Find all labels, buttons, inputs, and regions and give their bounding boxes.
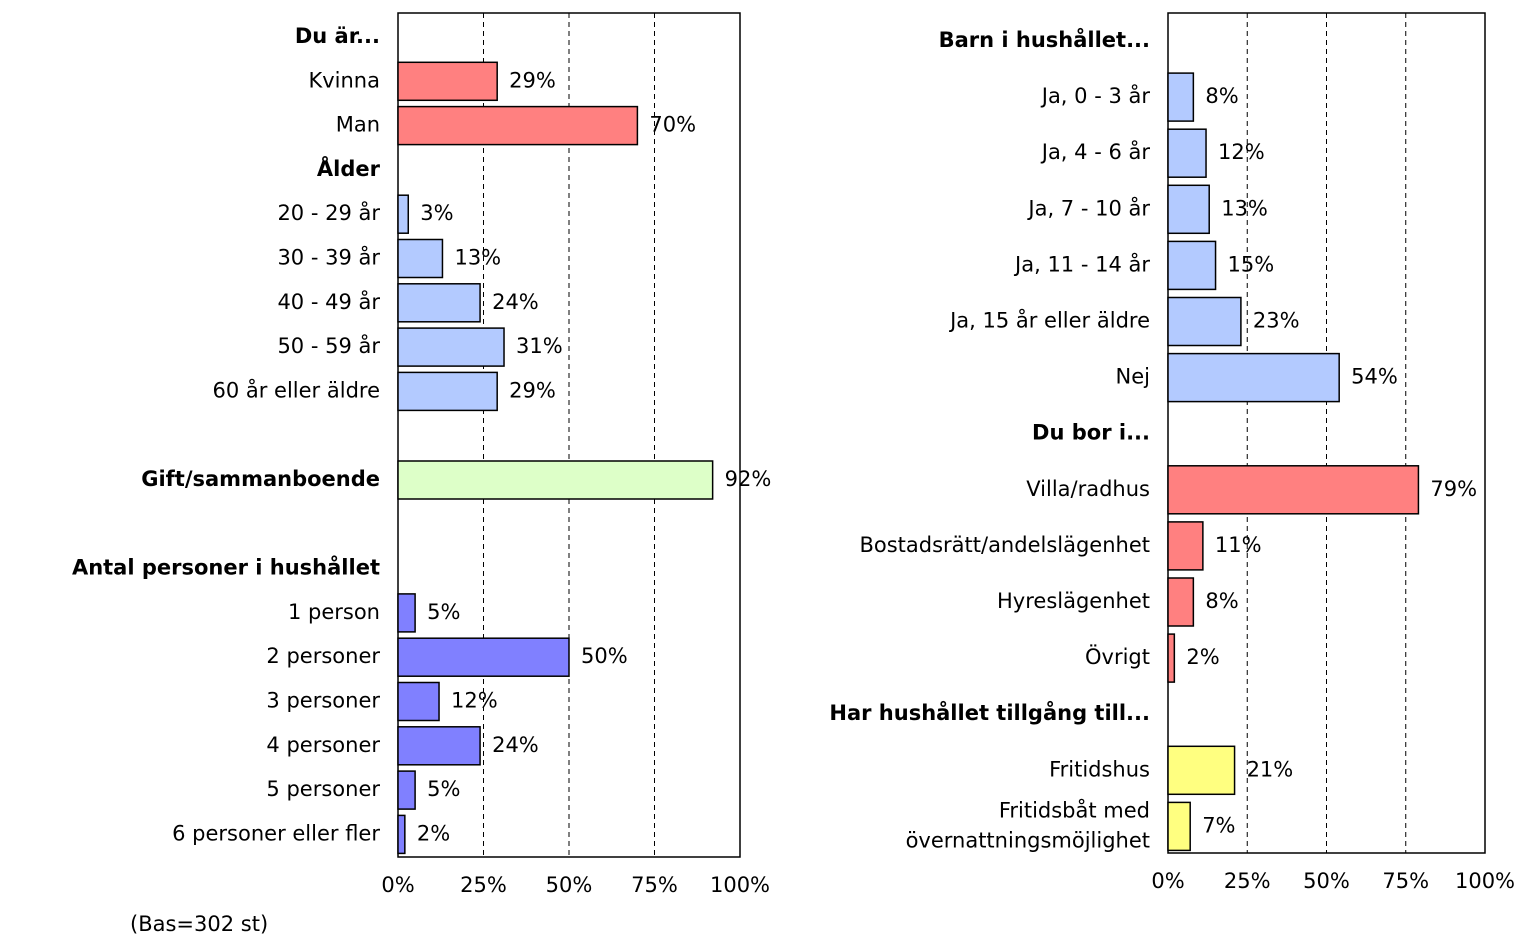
- bar: [397, 593, 416, 633]
- x-tick-label: 75%: [631, 873, 678, 897]
- bar: [1167, 465, 1420, 515]
- value-label: 7%: [1202, 813, 1235, 837]
- bar: [1167, 521, 1204, 571]
- group-title: Ålder: [317, 156, 381, 181]
- value-label: 13%: [1221, 196, 1268, 220]
- x-tick-label: 0%: [1151, 869, 1184, 893]
- category-label: Bostadsrätt/andelslägenhet: [859, 533, 1150, 557]
- bar: [397, 814, 406, 855]
- value-label: 2%: [417, 821, 450, 845]
- category-label: Nej: [1116, 365, 1150, 389]
- value-label: 11%: [1215, 533, 1262, 557]
- category-label: 5 personer: [266, 777, 380, 801]
- category-label: Ja, 11 - 14 år: [1013, 251, 1150, 276]
- category-label: 30 - 39 år: [277, 245, 380, 270]
- bar: [1167, 801, 1191, 852]
- bar: [397, 681, 440, 722]
- category-label: Villa/radhus: [1026, 477, 1150, 501]
- value-label: 29%: [509, 68, 556, 92]
- value-label: 12%: [451, 689, 498, 713]
- value-label: 2%: [1186, 645, 1219, 669]
- bar: [1167, 240, 1217, 291]
- bar: [1167, 72, 1195, 122]
- value-label: 13%: [454, 246, 501, 270]
- category-label: Ja, 4 - 6 år: [1040, 139, 1151, 164]
- x-tick-label: 50%: [1303, 869, 1350, 893]
- bar: [1167, 633, 1176, 683]
- group-title: Du bor i...: [1032, 421, 1150, 445]
- x-tick-label: 50%: [546, 873, 593, 897]
- footnote: (Bas=302 st): [130, 912, 268, 936]
- value-label: 5%: [427, 777, 460, 801]
- value-label: 5%: [427, 600, 460, 624]
- category-label: Övrigt: [1085, 644, 1150, 669]
- value-label: 54%: [1351, 365, 1398, 389]
- group-title: Antal personer i hushållet: [72, 555, 380, 580]
- category-label: 50 - 59 år: [277, 333, 380, 358]
- category-label: 60 år eller äldre: [212, 377, 380, 402]
- value-label: 24%: [492, 733, 539, 757]
- category-label: Fritidsbåt med: [999, 797, 1150, 822]
- bar: [397, 105, 639, 146]
- bar: [397, 460, 714, 500]
- category-label: 40 - 49 år: [277, 289, 380, 314]
- value-label: 79%: [1430, 477, 1477, 501]
- value-label: 29%: [509, 378, 556, 402]
- category-label: Kvinna: [308, 68, 380, 92]
- value-label: 24%: [492, 290, 539, 314]
- x-tick-label: 25%: [460, 873, 507, 897]
- bar: [397, 371, 498, 412]
- category-label: Man: [336, 113, 380, 137]
- x-tick-label: 100%: [710, 873, 770, 897]
- value-label: 92%: [725, 467, 772, 491]
- bar: [1167, 745, 1236, 796]
- bar: [1167, 296, 1242, 347]
- category-label: Ja, 7 - 10 år: [1026, 195, 1150, 220]
- category-label: övernattningsmöjlighet: [906, 828, 1150, 852]
- bar: [397, 194, 410, 234]
- category-label: 6 personer eller fler: [172, 821, 380, 845]
- value-label: 50%: [581, 644, 628, 668]
- category-label: Hyreslägenhet: [997, 589, 1150, 613]
- category-label: 1 person: [288, 600, 380, 624]
- bar: [397, 327, 505, 367]
- value-label: 3%: [420, 201, 453, 225]
- bar: [397, 238, 444, 279]
- x-tick-label: 75%: [1382, 869, 1429, 893]
- bar: [1167, 352, 1340, 403]
- x-tick-label: 0%: [381, 873, 414, 897]
- category-label: 3 personer: [266, 689, 380, 713]
- bar: [1167, 184, 1210, 235]
- category-label: 4 personer: [266, 733, 380, 757]
- bar: [397, 770, 416, 810]
- value-label: 70%: [649, 113, 696, 137]
- value-label: 23%: [1253, 309, 1300, 333]
- category-label: Gift/sammanboende: [141, 467, 380, 491]
- category-label: Fritidshus: [1049, 757, 1150, 781]
- x-tick-label: 25%: [1224, 869, 1271, 893]
- x-tick-label: 100%: [1455, 869, 1515, 893]
- category-label: Ja, 0 - 3 år: [1040, 83, 1151, 108]
- bar: [397, 61, 498, 102]
- value-label: 15%: [1228, 252, 1275, 276]
- value-label: 8%: [1205, 589, 1238, 613]
- value-label: 12%: [1218, 140, 1265, 164]
- group-title: Har hushållet tillgång till...: [829, 700, 1150, 725]
- group-title: Du är...: [295, 24, 380, 48]
- category-label: 2 personer: [266, 644, 380, 668]
- bar: [397, 283, 481, 323]
- group-title: Barn i hushållet...: [939, 27, 1150, 52]
- value-label: 31%: [516, 334, 563, 358]
- value-label: 21%: [1247, 757, 1294, 781]
- bar: [1167, 577, 1195, 627]
- category-label: 20 - 29 år: [277, 200, 380, 225]
- category-label: Ja, 15 år eller äldre: [948, 308, 1150, 333]
- bar: [397, 726, 481, 766]
- bar: [397, 637, 570, 677]
- bar: [1167, 128, 1207, 178]
- value-label: 8%: [1205, 84, 1238, 108]
